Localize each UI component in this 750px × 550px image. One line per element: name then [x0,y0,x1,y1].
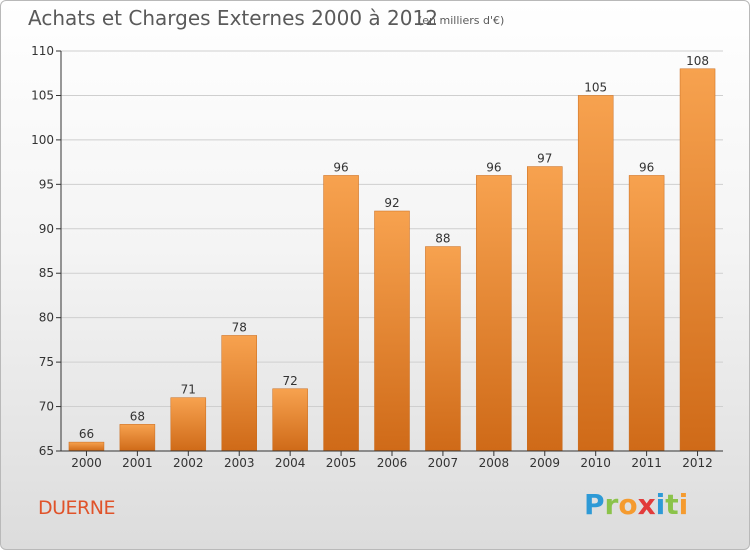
commune-name: DUERNE [38,497,115,519]
logo-letter: t [665,488,679,521]
bar [679,68,716,452]
bar [119,424,156,452]
y-tick-label: 65 [39,444,54,458]
bar-value-label: 105 [584,80,607,94]
bar-value-label: 96 [486,160,501,174]
bar-value-label: 88 [435,232,450,246]
bar-value-label: 66 [79,427,94,441]
bar-value-label: 96 [639,160,654,174]
x-tick-label: 2001 [122,456,153,470]
bar [323,175,359,452]
bar-value-label: 97 [537,152,552,166]
chart-subtitle: (en milliers d'€) [418,14,505,27]
x-tick-label: 2000 [71,456,102,470]
logo-letter: o [618,488,638,521]
logo-letter: i [678,488,689,521]
bar-value-label: 92 [384,196,399,210]
x-tick-label: 2009 [529,456,560,470]
y-tick-label: 70 [39,400,54,414]
y-tick-label: 75 [39,355,54,369]
bar-value-label: 72 [283,374,298,388]
y-tick-label: 110 [31,44,54,58]
bar [628,175,665,452]
bar [527,166,563,452]
chart-title: Achats et Charges Externes 2000 à 2012 [28,6,438,30]
bar [476,175,512,452]
x-tick-label: 2007 [428,456,459,470]
bar-value-label: 78 [232,320,247,334]
bar [272,388,308,452]
x-tick-label: 2003 [224,456,255,470]
proxiti-logo: Proxiti [584,488,688,521]
bar-value-label: 71 [181,383,196,397]
y-tick-label: 85 [39,266,54,280]
logo-letter: P [584,488,605,521]
y-tick-label: 90 [39,222,54,236]
bar [221,335,257,452]
x-tick-label: 2006 [377,456,408,470]
x-tick-label: 2004 [275,456,306,470]
logo-letter: x [637,488,656,521]
y-tick-label: 95 [39,177,54,191]
bar [374,210,410,452]
x-tick-label: 2002 [173,456,204,470]
y-tick-label: 80 [39,311,54,325]
logo-letter: i [655,488,666,521]
x-tick-label: 2008 [479,456,510,470]
x-tick-label: 2012 [682,456,713,470]
bar-value-label: 108 [686,54,709,68]
logo-letter: r [604,488,619,521]
x-tick-label: 2010 [580,456,611,470]
x-tick-label: 2005 [326,456,357,470]
bar [425,246,461,452]
bar-value-label: 68 [130,409,145,423]
bar-value-label: 96 [333,160,348,174]
bar [577,95,614,452]
y-tick-label: 100 [31,133,54,147]
y-tick-label: 105 [31,88,54,102]
bar [68,441,105,452]
x-tick-label: 2011 [631,456,662,470]
bar [170,397,207,452]
